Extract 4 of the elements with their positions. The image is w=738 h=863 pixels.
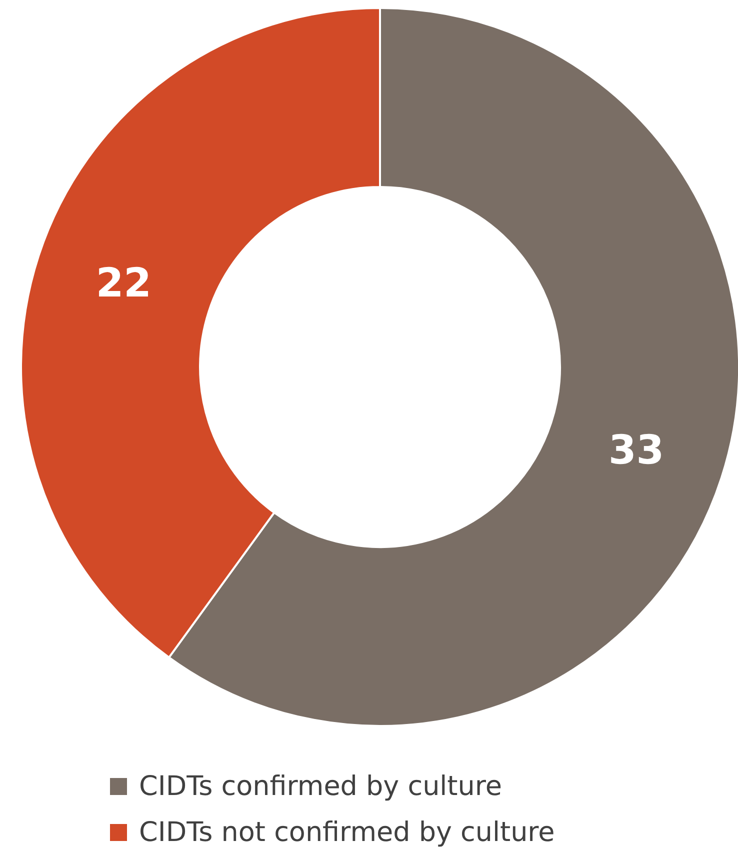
data-label: 33 <box>608 427 664 474</box>
data-label: 22 <box>96 260 152 307</box>
legend-label: CIDTs not confirmed by culture <box>139 816 555 848</box>
legend-label: CIDTs confirmed by culture <box>139 770 502 802</box>
